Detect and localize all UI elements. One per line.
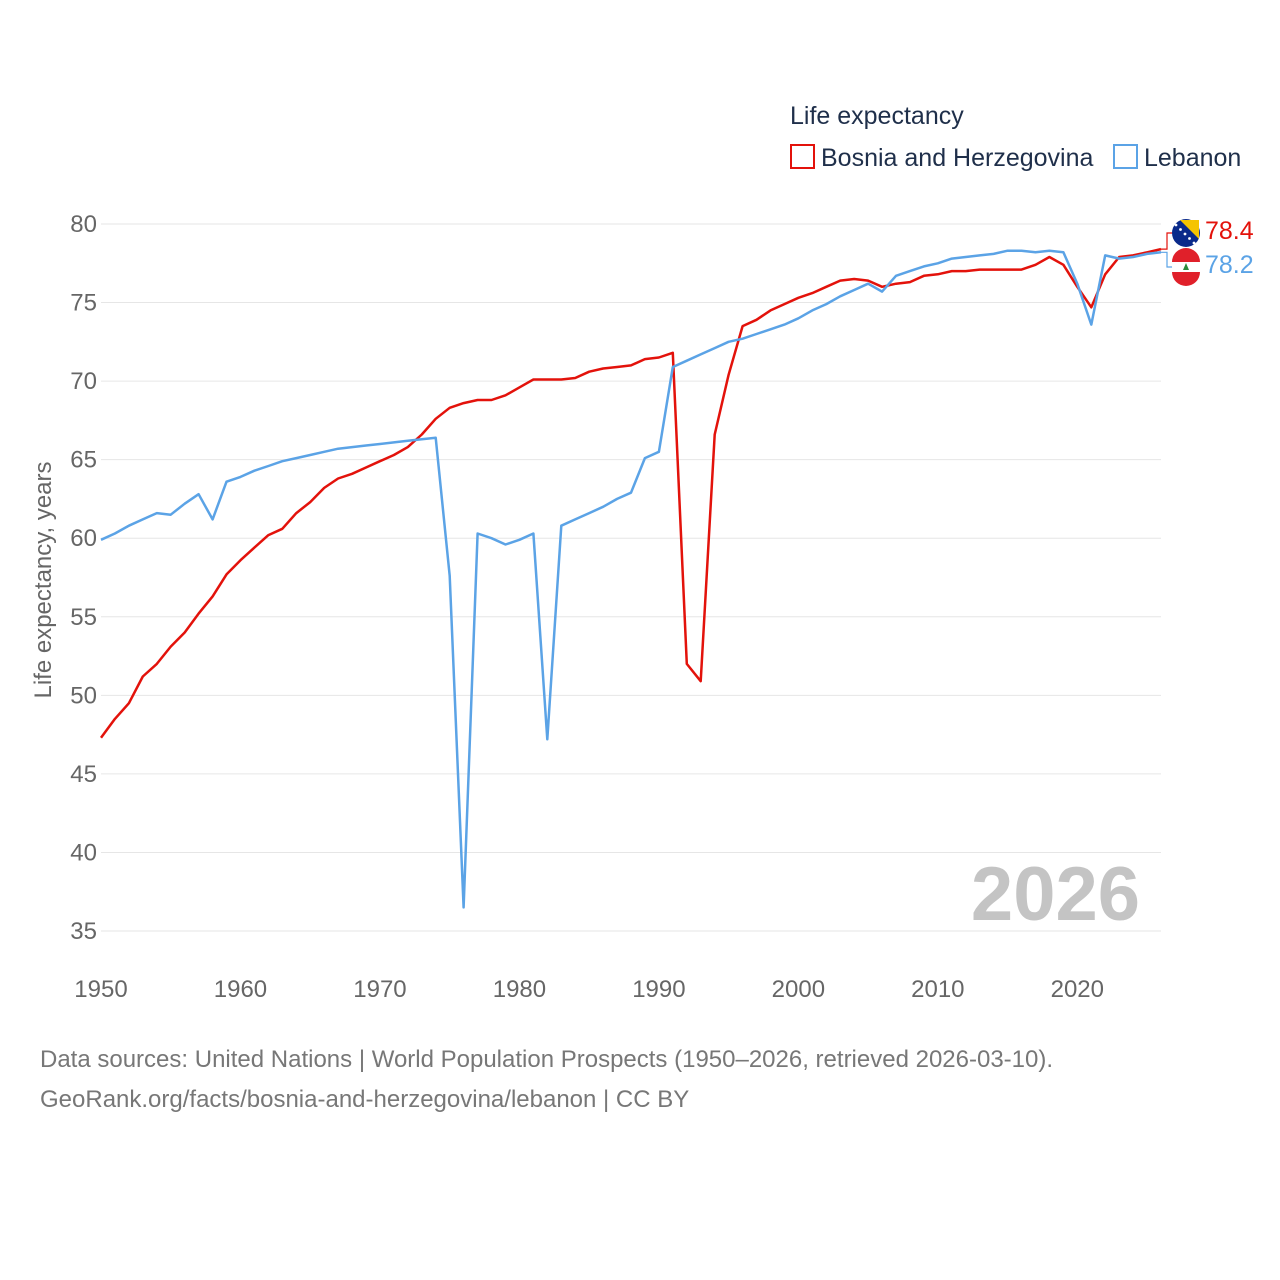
- source-note: Data sources: United Nations | World Pop…: [40, 1040, 1240, 1120]
- legend-title: Life expectancy: [790, 102, 964, 130]
- y-tick-70: 70: [70, 368, 97, 395]
- y-tick-45: 45: [70, 761, 97, 788]
- x-tick-1990: 1990: [632, 976, 685, 1003]
- end-connector-1: [1161, 251, 1173, 268]
- y-axis-ticks: 35 40 45 50 55 60 65 70 75 80: [70, 211, 97, 945]
- end-labels: 78.4 78.2: [1161, 217, 1254, 286]
- grid-lines: [101, 223, 1161, 932]
- y-tick-75: 75: [70, 290, 97, 317]
- x-tick-1970: 1970: [353, 976, 406, 1003]
- series-lines: [99, 247, 1162, 909]
- legend-label-bosnia: Bosnia and Herzegovina: [821, 144, 1093, 172]
- series-line-0: [99, 247, 1162, 739]
- y-tick-50: 50: [70, 682, 97, 709]
- x-tick-1960: 1960: [214, 976, 267, 1003]
- y-tick-40: 40: [70, 839, 97, 866]
- lebanon-flag-icon: [1172, 248, 1200, 286]
- legend-swatch-lebanon: [1113, 144, 1138, 169]
- x-tick-2010: 2010: [911, 976, 964, 1003]
- y-axis-label: Life expectancy, years: [30, 461, 57, 698]
- y-tick-35: 35: [70, 918, 97, 945]
- source-line-url[interactable]: GeoRank.org/facts/bosnia-and-herzegovina…: [40, 1086, 690, 1113]
- x-tick-1980: 1980: [493, 976, 546, 1003]
- line-chart: 35 40 45 50 55 60 65 70 75 80 1950 1960 1970 1980 199…: [30, 102, 1254, 1003]
- legend-item-lebanon[interactable]: Lebanon: [1113, 144, 1241, 172]
- end-label-0: 78.4: [1205, 217, 1254, 245]
- end-label-1: 78.2: [1205, 251, 1254, 279]
- x-axis-ticks: 1950 1960 1970 1980 1990 2000 2010 2020: [74, 976, 1104, 1003]
- legend-swatch-bosnia: [790, 144, 815, 169]
- x-tick-1950: 1950: [74, 976, 127, 1003]
- end-connector-0: [1161, 232, 1173, 250]
- year-watermark: 2026: [971, 852, 1140, 937]
- x-tick-2020: 2020: [1051, 976, 1104, 1003]
- source-line-data: Data sources: United Nations | World Pop…: [40, 1046, 1054, 1073]
- y-tick-55: 55: [70, 604, 97, 631]
- legend-item-bosnia[interactable]: Bosnia and Herzegovina: [790, 144, 1093, 172]
- bosnia-flag-icon: [1172, 219, 1200, 247]
- y-tick-60: 60: [70, 525, 97, 552]
- series-line-1: [100, 249, 1162, 909]
- y-tick-65: 65: [70, 447, 97, 474]
- legend-label-lebanon: Lebanon: [1144, 144, 1241, 172]
- y-tick-80: 80: [70, 211, 97, 238]
- x-tick-2000: 2000: [772, 976, 825, 1003]
